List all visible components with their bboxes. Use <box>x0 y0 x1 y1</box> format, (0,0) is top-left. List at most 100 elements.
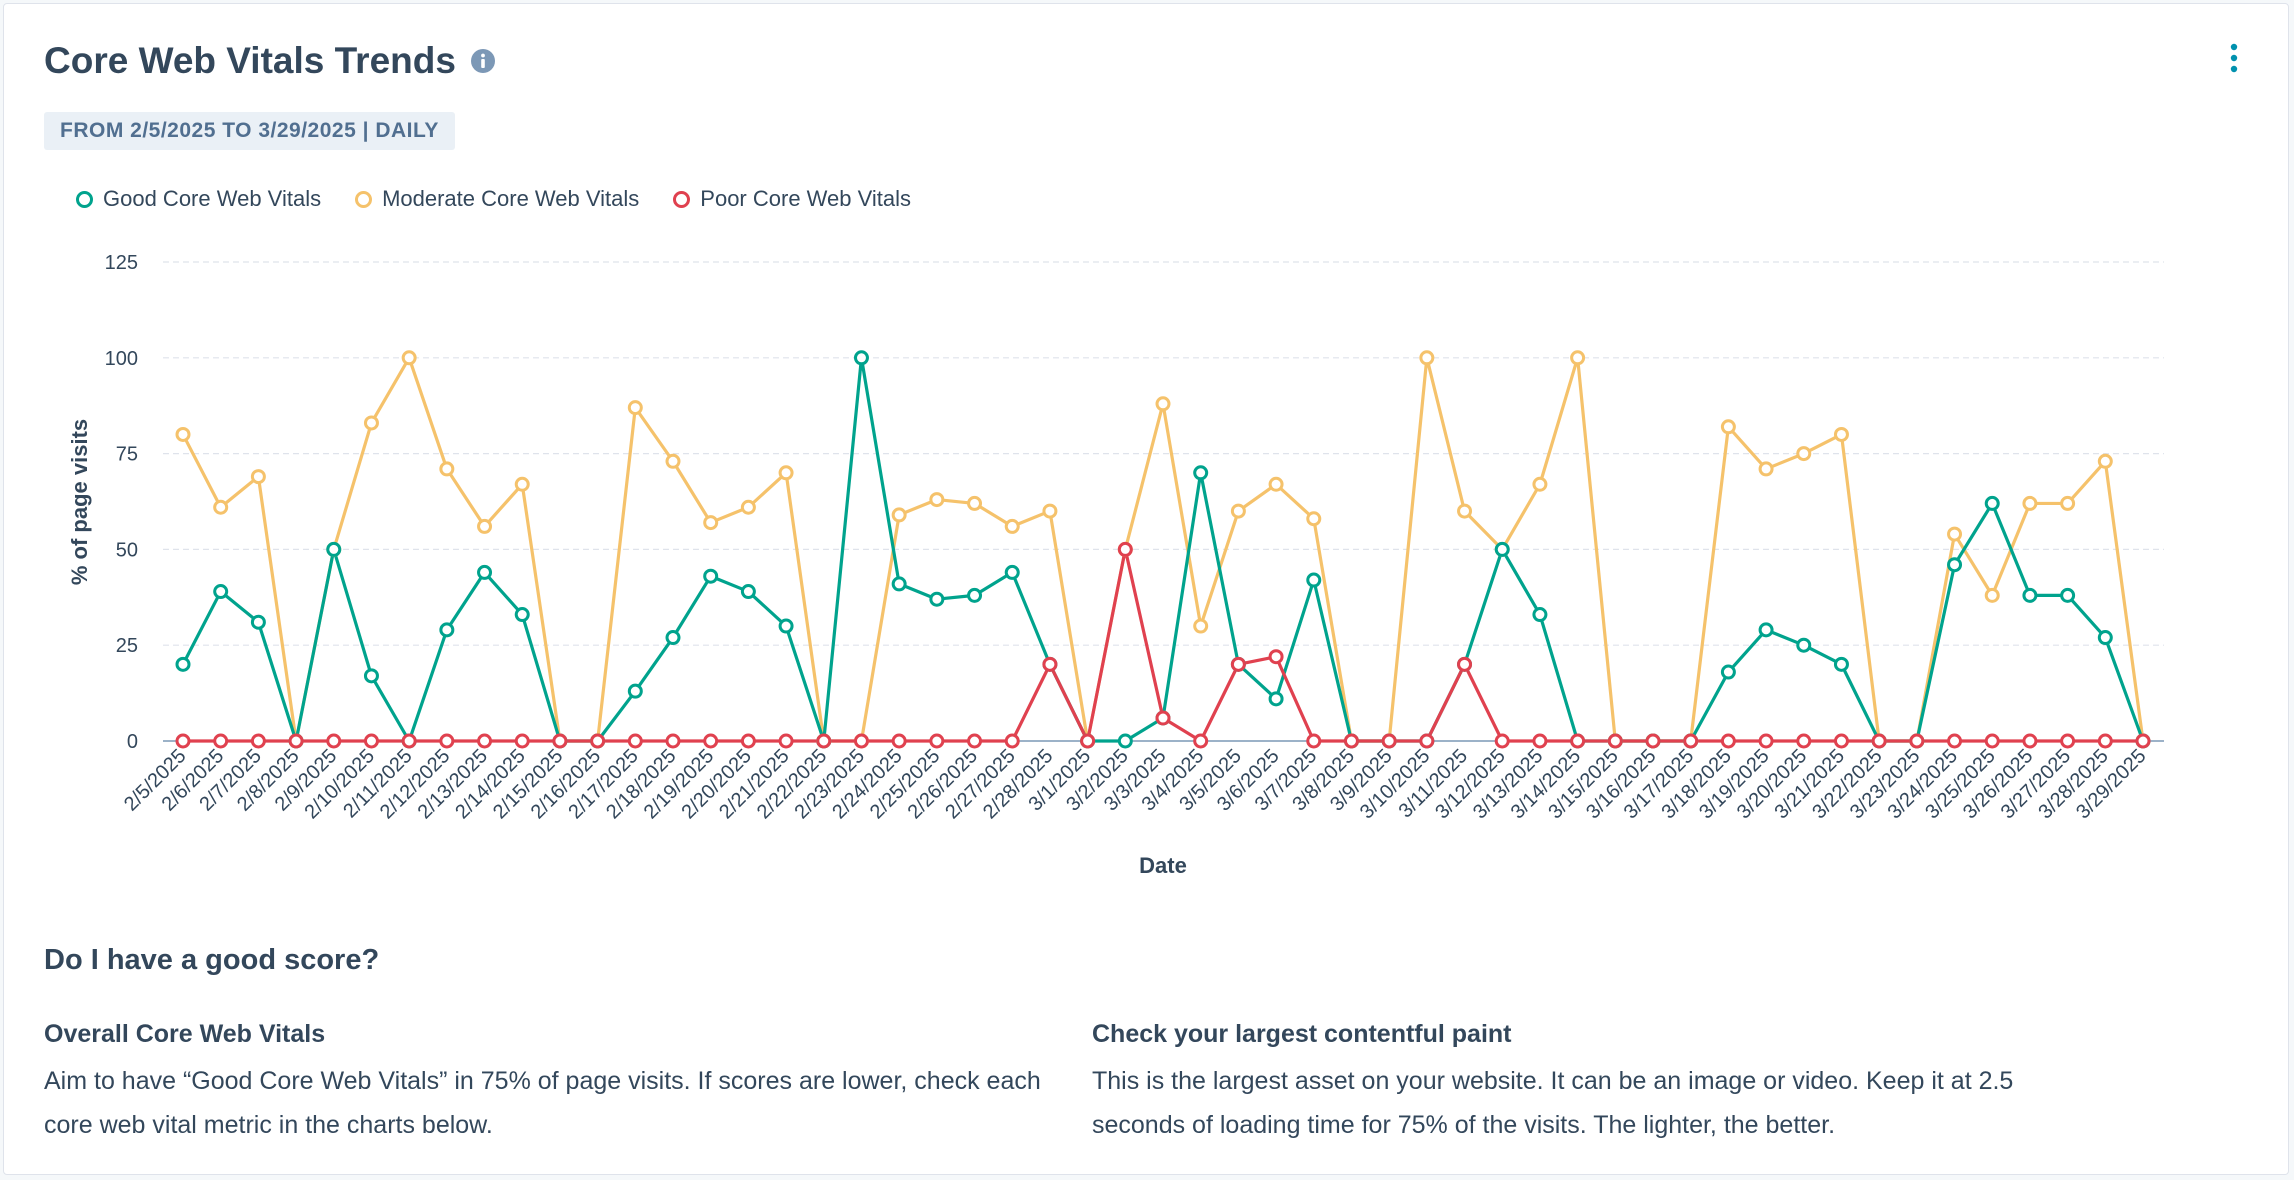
data-point-0[interactable] <box>665 630 681 646</box>
data-point-2[interactable] <box>1117 541 1133 557</box>
data-point-1[interactable] <box>1457 503 1473 519</box>
data-point-0[interactable] <box>326 541 342 557</box>
data-point-2[interactable] <box>1833 733 1849 749</box>
data-point-2[interactable] <box>1720 733 1736 749</box>
data-point-0[interactable] <box>1720 664 1736 680</box>
data-point-1[interactable] <box>1419 350 1435 366</box>
data-point-1[interactable] <box>401 350 417 366</box>
data-point-2[interactable] <box>1419 733 1435 749</box>
data-point-1[interactable] <box>929 492 945 508</box>
data-point-2[interactable] <box>1570 733 1586 749</box>
data-point-0[interactable] <box>891 576 907 592</box>
data-point-0[interactable] <box>703 568 719 584</box>
data-point-1[interactable] <box>1720 419 1736 435</box>
data-point-1[interactable] <box>967 495 983 511</box>
data-point-0[interactable] <box>1947 557 1963 573</box>
info-icon[interactable] <box>470 48 496 74</box>
data-point-0[interactable] <box>514 607 530 623</box>
data-point-1[interactable] <box>1042 503 1058 519</box>
data-point-2[interactable] <box>665 733 681 749</box>
data-point-1[interactable] <box>627 400 643 416</box>
data-point-0[interactable] <box>1306 572 1322 588</box>
data-point-0[interactable] <box>2060 587 2076 603</box>
data-point-2[interactable] <box>1871 733 1887 749</box>
data-point-1[interactable] <box>1796 446 1812 462</box>
data-point-2[interactable] <box>326 733 342 749</box>
more-options-button[interactable] <box>2224 42 2244 76</box>
data-point-2[interactable] <box>363 733 379 749</box>
data-point-1[interactable] <box>1758 461 1774 477</box>
data-point-1[interactable] <box>2060 495 2076 511</box>
data-point-2[interactable] <box>477 733 493 749</box>
data-point-0[interactable] <box>740 584 756 600</box>
data-point-1[interactable] <box>1570 350 1586 366</box>
data-point-1[interactable] <box>1193 618 1209 634</box>
data-point-2[interactable] <box>514 733 530 749</box>
data-point-1[interactable] <box>665 453 681 469</box>
data-point-2[interactable] <box>740 733 756 749</box>
data-point-0[interactable] <box>627 683 643 699</box>
data-point-2[interactable] <box>1532 733 1548 749</box>
data-point-2[interactable] <box>2022 733 2038 749</box>
data-point-0[interactable] <box>1494 541 1510 557</box>
data-point-2[interactable] <box>1004 733 1020 749</box>
data-point-0[interactable] <box>2022 587 2038 603</box>
data-point-1[interactable] <box>778 465 794 481</box>
data-point-2[interactable] <box>1758 733 1774 749</box>
data-point-1[interactable] <box>740 499 756 515</box>
legend-item-moderate[interactable]: Moderate Core Web Vitals <box>355 186 639 212</box>
data-point-1[interactable] <box>1230 503 1246 519</box>
data-point-1[interactable] <box>250 469 266 485</box>
data-point-2[interactable] <box>778 733 794 749</box>
data-point-1[interactable] <box>1306 511 1322 527</box>
data-point-0[interactable] <box>477 564 493 580</box>
data-point-0[interactable] <box>1984 495 2000 511</box>
data-point-0[interactable] <box>213 584 229 600</box>
data-point-2[interactable] <box>552 733 568 749</box>
data-point-0[interactable] <box>1117 733 1133 749</box>
data-point-1[interactable] <box>477 518 493 534</box>
legend-item-poor[interactable]: Poor Core Web Vitals <box>673 186 911 212</box>
data-point-1[interactable] <box>2097 453 2113 469</box>
data-point-2[interactable] <box>1494 733 1510 749</box>
data-point-0[interactable] <box>967 587 983 603</box>
data-point-2[interactable] <box>1947 733 1963 749</box>
data-point-2[interactable] <box>1607 733 1623 749</box>
data-point-0[interactable] <box>1796 637 1812 653</box>
data-point-1[interactable] <box>363 415 379 431</box>
data-point-1[interactable] <box>891 507 907 523</box>
data-point-0[interactable] <box>2097 630 2113 646</box>
data-point-2[interactable] <box>1457 656 1473 672</box>
data-point-0[interactable] <box>1833 656 1849 672</box>
data-point-2[interactable] <box>1645 733 1661 749</box>
data-point-1[interactable] <box>1268 476 1284 492</box>
data-point-2[interactable] <box>2097 733 2113 749</box>
data-point-0[interactable] <box>853 350 869 366</box>
data-point-0[interactable] <box>1193 465 1209 481</box>
data-point-2[interactable] <box>1306 733 1322 749</box>
data-point-0[interactable] <box>778 618 794 634</box>
data-point-0[interactable] <box>363 668 379 684</box>
data-point-1[interactable] <box>439 461 455 477</box>
data-point-2[interactable] <box>288 733 304 749</box>
data-point-1[interactable] <box>1984 587 2000 603</box>
data-point-0[interactable] <box>250 614 266 630</box>
data-point-2[interactable] <box>2135 733 2151 749</box>
data-point-2[interactable] <box>401 733 417 749</box>
data-point-1[interactable] <box>1947 526 1963 542</box>
data-point-1[interactable] <box>1004 518 1020 534</box>
data-point-2[interactable] <box>250 733 266 749</box>
data-point-2[interactable] <box>1193 733 1209 749</box>
data-point-0[interactable] <box>439 622 455 638</box>
data-point-0[interactable] <box>929 591 945 607</box>
data-point-1[interactable] <box>1833 426 1849 442</box>
data-point-2[interactable] <box>816 733 832 749</box>
data-point-2[interactable] <box>590 733 606 749</box>
data-point-2[interactable] <box>1909 733 1925 749</box>
data-point-2[interactable] <box>967 733 983 749</box>
data-point-1[interactable] <box>703 515 719 531</box>
data-point-2[interactable] <box>929 733 945 749</box>
data-point-1[interactable] <box>175 426 191 442</box>
data-point-2[interactable] <box>1796 733 1812 749</box>
data-point-1[interactable] <box>213 499 229 515</box>
